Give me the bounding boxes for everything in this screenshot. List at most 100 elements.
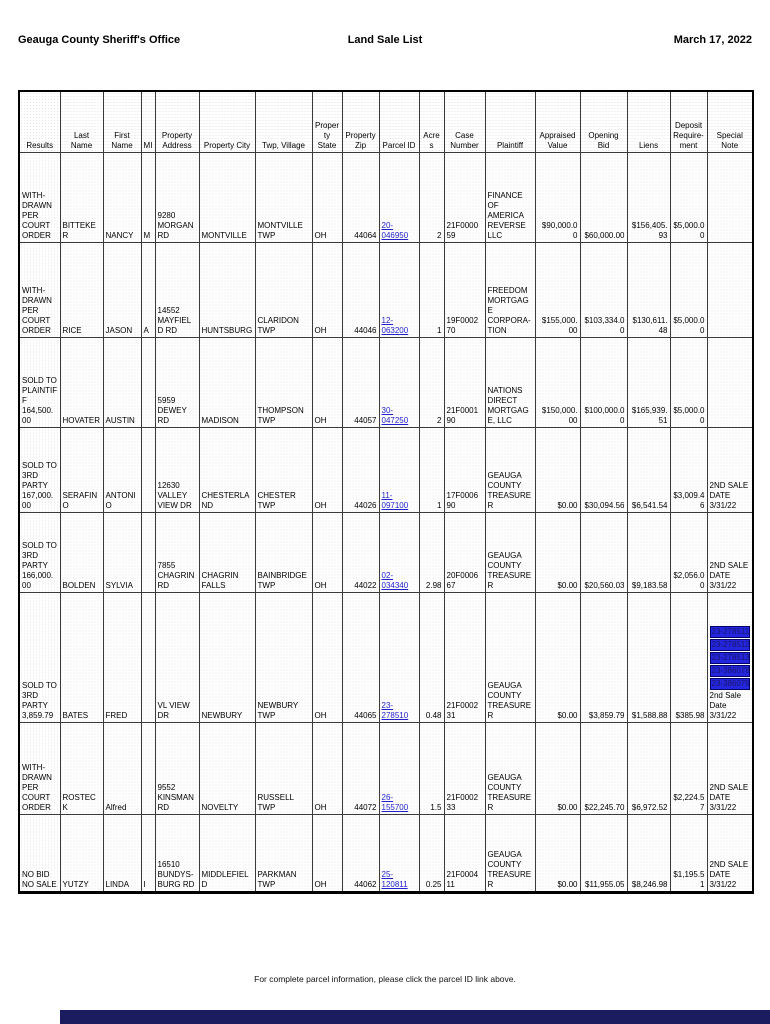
deposit-cell: $3,009.46 (669, 427, 708, 513)
mi-cell (140, 592, 156, 723)
twp_village-cell: PARKMAN TWP (254, 814, 313, 893)
appraised_value-cell: $0.00 (534, 427, 581, 513)
last_name-cell: RICE (59, 242, 104, 338)
address-cell: 7855 CHAGRIN RD (154, 512, 200, 593)
first_name-cell: SYLVIA (102, 512, 142, 593)
parcel_id-cell: 30-047250 (378, 337, 420, 428)
zip-cell: 44064 (341, 152, 380, 243)
column-header-special_note: Special Note (706, 90, 754, 153)
liens-cell: $8,246.98 (626, 814, 671, 893)
special_note-cell: 23-278511 23-278512 23-278513 23-386078 23-3… (706, 592, 754, 723)
plaintiff-cell: GEAUGA COUNTY TREASURER (484, 512, 536, 593)
case_number-cell: 21F000059 (443, 152, 486, 243)
special-note-parcel-link[interactable]: 23-386079 (709, 678, 750, 690)
plaintiff-cell: GEAUGA COUNTY TREASURER (484, 427, 536, 513)
first_name-cell: FRED (102, 592, 142, 723)
plaintiff-cell: GEAUGA COUNTY TREASURER (484, 814, 536, 893)
column-header-twp_village: Twp, Village (254, 90, 313, 153)
table-row: SOLD TO 3RD PARTY 3,859.79 BATES FRED VL VI… (18, 592, 754, 723)
column-header-acres: Acres (418, 90, 445, 153)
mi-cell: I (140, 814, 156, 893)
special_note-cell: 2ND SALE DATE 3/31/22 (706, 814, 754, 893)
parcel-id-link[interactable]: 11-097100 (381, 491, 409, 510)
parcel-id-link[interactable]: 02-034340 (381, 571, 409, 590)
table-row: WITH-DRAWN PER COURT ORDER ROSTECK Alfred 9… (18, 722, 754, 815)
plaintiff-cell: GEAUGA COUNTY TREASURER (484, 722, 536, 815)
plaintiff-cell: NATIONS DIRECT MORTGAGE, LLC (484, 337, 536, 428)
special-note-text: 2ND SALE DATE 3/31/22 (709, 783, 749, 812)
twp_village-cell: NEWBURY TWP (254, 592, 313, 723)
liens-cell: $6,541.54 (626, 427, 671, 513)
city-cell: HUNTSBURG (198, 242, 256, 338)
liens-cell: $1,588.88 (626, 592, 671, 723)
zip-cell: 44072 (341, 722, 380, 815)
special-note-text: 2nd Sale Date 3/31/22 (709, 691, 742, 720)
last_name-cell: YUTZY (59, 814, 104, 893)
liens-cell: $6,972.52 (626, 722, 671, 815)
address-cell: VL VIEW DR (154, 592, 200, 723)
parcel-id-link[interactable]: 26-155700 (381, 793, 409, 812)
liens-cell: $9,183.58 (626, 512, 671, 593)
parcel-id-link[interactable]: 12-063200 (381, 316, 409, 335)
last_name-cell: BITTEKER (59, 152, 104, 243)
appraised_value-cell: $0.00 (534, 722, 581, 815)
plaintiff-cell: GEAUGA COUNTY TREASURER (484, 592, 536, 723)
special-note-parcel-link[interactable]: 23-278511 (709, 626, 750, 638)
column-header-address: Property Address (154, 90, 200, 153)
appraised_value-cell: $155,000.00 (534, 242, 581, 338)
zip-cell: 44022 (341, 512, 380, 593)
first_name-cell: ANTONIO (102, 427, 142, 513)
acres-cell: 0.25 (418, 814, 445, 893)
deposit-cell: $5,000.00 (669, 152, 708, 243)
twp_village-cell: MONTVILLE TWP (254, 152, 313, 243)
appraised_value-cell: $0.00 (534, 814, 581, 893)
results-cell: SOLD TO 3RD PARTY 166,000.00 (18, 512, 61, 593)
state-cell: OH (311, 427, 343, 513)
last_name-cell: ROSTECK (59, 722, 104, 815)
last_name-cell: BOLDEN (59, 512, 104, 593)
column-header-opening_bid: Opening Bid (579, 90, 628, 153)
plaintiff-cell: FREEDOM MORTGAGE CORPORA-TION (484, 242, 536, 338)
acres-cell: 2 (418, 152, 445, 243)
results-cell: WITH-DRAWN PER COURT ORDER (18, 722, 61, 815)
liens-cell: $130,611.48 (626, 242, 671, 338)
case_number-cell: 21F000233 (443, 722, 486, 815)
state-cell: OH (311, 242, 343, 338)
special-note-parcel-link[interactable]: 23-278513 (709, 652, 750, 664)
city-cell: CHESTERLAND (198, 427, 256, 513)
first_name-cell: AUSTIN (102, 337, 142, 428)
column-header-mi: MI (140, 90, 156, 153)
liens-cell: $156,405.93 (626, 152, 671, 243)
results-cell: SOLD TO 3RD PARTY 167,000.00 (18, 427, 61, 513)
parcel-id-link[interactable]: 23-278510 (381, 701, 409, 720)
twp_village-cell: RUSSELL TWP (254, 722, 313, 815)
twp_village-cell: THOMPSON TWP (254, 337, 313, 428)
table-row: WITH-DRAWN PER COURT ORDER BITTEKER NANCY M… (18, 152, 754, 243)
mi-cell: M (140, 152, 156, 243)
results-cell: SOLD TO 3RD PARTY 3,859.79 (18, 592, 61, 723)
city-cell: NOVELTY (198, 722, 256, 815)
first_name-cell: LINDA (102, 814, 142, 893)
footer-note: For complete parcel information, please … (254, 974, 516, 984)
agency-name: Geauga County Sheriff's Office (18, 34, 181, 46)
table-row: SOLD TO PLAINTIFF 164,500.00 HOVATER AUSTI… (18, 337, 754, 428)
deposit-cell: $1,195.51 (669, 814, 708, 893)
column-header-liens: Liens (626, 90, 671, 153)
parcel-id-link[interactable]: 20-046950 (381, 221, 409, 240)
appraised_value-cell: $0.00 (534, 592, 581, 723)
city-cell: CHAGRIN FALLS (198, 512, 256, 593)
state-cell: OH (311, 337, 343, 428)
address-cell: 14552 MAYFIELD RD (154, 242, 200, 338)
special_note-cell (706, 242, 754, 338)
parcel-id-link[interactable]: 30-047250 (381, 406, 409, 425)
city-cell: MIDDLEFIELD (198, 814, 256, 893)
special-note-parcel-link[interactable]: 23-386078 (709, 665, 750, 677)
special-note-parcel-link[interactable]: 23-278512 (709, 639, 750, 651)
parcel-id-link[interactable]: 25-120811 (381, 870, 408, 889)
parcel_id-cell: 26-155700 (378, 722, 420, 815)
table-row: SOLD TO 3RD PARTY 166,000.00 BOLDEN SYLVIA… (18, 512, 754, 593)
mi-cell (140, 512, 156, 593)
last_name-cell: SERAFINO (59, 427, 104, 513)
parcel_id-cell: 20-046950 (378, 152, 420, 243)
state-cell: OH (311, 722, 343, 815)
